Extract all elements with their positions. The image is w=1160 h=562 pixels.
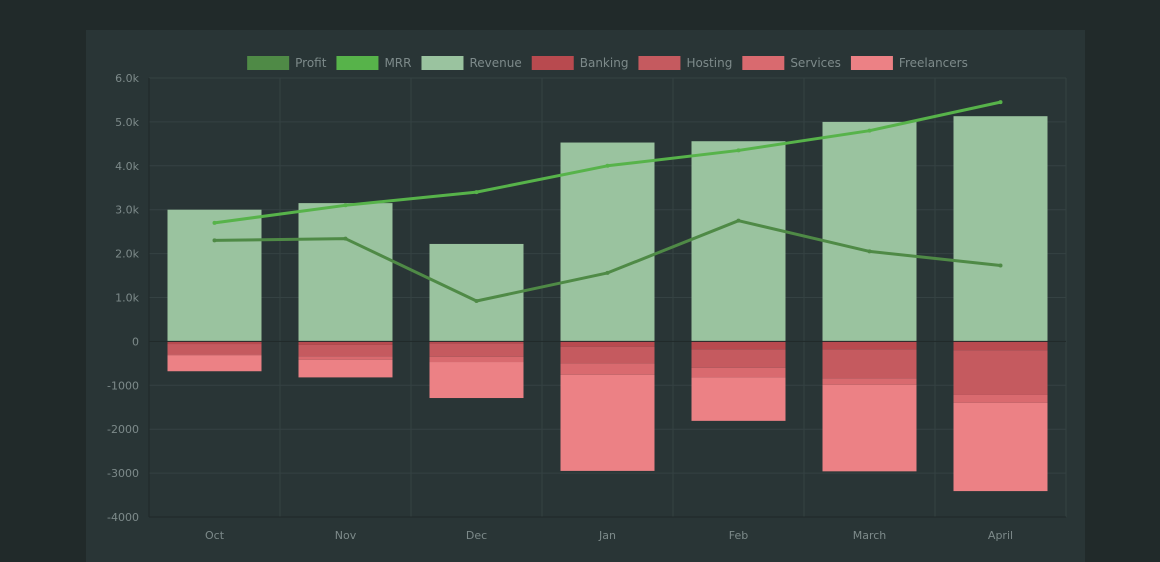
legend[interactable]: Profit MRR Revenue Banking Hosting Services Fr…	[247, 56, 968, 70]
point-mrr-april[interactable]	[998, 100, 1003, 105]
legend-swatch-profit	[247, 56, 290, 70]
bar-services-april[interactable]	[953, 394, 1048, 403]
y-tick-label: 5.0k	[115, 116, 139, 129]
x-tick-label-jan: Jan	[598, 529, 616, 542]
bar-revenue-march[interactable]	[822, 121, 917, 342]
bar-freelancers-dec[interactable]	[429, 362, 524, 399]
legend-swatch-hosting	[638, 56, 681, 70]
bars	[167, 116, 1048, 492]
bar-revenue-jan[interactable]	[560, 142, 655, 342]
bar-services-jan[interactable]	[560, 363, 655, 375]
bar-hosting-april[interactable]	[953, 350, 1048, 395]
bar-services-oct[interactable]	[167, 354, 262, 356]
y-tick-label: 4.0k	[115, 160, 139, 173]
bar-hosting-dec[interactable]	[429, 343, 524, 357]
point-profit-dec[interactable]	[474, 299, 479, 304]
bar-banking-feb[interactable]	[691, 341, 786, 350]
bar-services-march[interactable]	[822, 378, 917, 385]
bar-hosting-nov[interactable]	[298, 344, 393, 357]
legend-swatch-mrr	[336, 56, 379, 70]
bar-freelancers-feb[interactable]	[691, 377, 786, 421]
point-profit-feb[interactable]	[736, 218, 741, 223]
bar-freelancers-nov[interactable]	[298, 359, 393, 378]
bar-banking-march[interactable]	[822, 341, 917, 350]
bar-freelancers-march[interactable]	[822, 384, 917, 472]
point-mrr-feb[interactable]	[736, 148, 741, 153]
bar-revenue-oct[interactable]	[167, 209, 262, 342]
legend-swatch-banking	[531, 56, 574, 70]
y-tick-label: 6.0k	[115, 72, 139, 85]
x-tick-label-oct: Oct	[205, 529, 225, 542]
bar-banking-oct[interactable]	[167, 341, 262, 345]
bar-services-nov[interactable]	[298, 356, 393, 360]
legend-label-freelancers: Freelancers	[899, 56, 968, 70]
x-tick-label-march: March	[853, 529, 887, 542]
point-mrr-dec[interactable]	[474, 190, 479, 195]
bar-freelancers-jan[interactable]	[560, 374, 655, 471]
legend-swatch-revenue	[421, 56, 464, 70]
x-tick-label-dec: Dec	[466, 529, 487, 542]
legend-label-services: Services	[790, 56, 841, 70]
lines	[212, 100, 1003, 304]
y-tick-label: -2000	[107, 423, 139, 436]
point-profit-nov[interactable]	[343, 236, 348, 241]
bar-banking-dec[interactable]	[429, 341, 524, 344]
bar-banking-jan[interactable]	[560, 341, 655, 347]
point-profit-jan[interactable]	[605, 270, 610, 275]
legend-label-mrr: MRR	[384, 56, 411, 70]
bar-revenue-nov[interactable]	[298, 203, 393, 342]
bar-hosting-oct[interactable]	[167, 344, 262, 355]
legend-item-revenue[interactable]: Revenue	[421, 56, 522, 70]
y-tick-label: -3000	[107, 467, 139, 480]
x-tick-label-april: April	[988, 529, 1013, 542]
point-mrr-march[interactable]	[867, 128, 872, 133]
y-tick-label: 3.0k	[115, 204, 139, 217]
bar-banking-nov[interactable]	[298, 341, 393, 345]
legend-label-revenue: Revenue	[469, 56, 521, 70]
x-tick-label-nov: Nov	[335, 529, 357, 542]
bar-banking-april[interactable]	[953, 341, 1048, 351]
legend-swatch-freelancers	[850, 56, 893, 70]
y-tick-label: -4000	[107, 511, 139, 524]
point-profit-oct[interactable]	[212, 238, 217, 243]
point-profit-april[interactable]	[998, 263, 1003, 268]
point-mrr-nov[interactable]	[343, 203, 348, 208]
bar-revenue-dec[interactable]	[429, 243, 524, 342]
x-tick-label-feb: Feb	[729, 529, 748, 542]
bar-services-feb[interactable]	[691, 367, 786, 378]
bar-hosting-jan[interactable]	[560, 346, 655, 364]
legend-item-banking[interactable]: Banking	[531, 56, 629, 70]
y-tick-label: 1.0k	[115, 292, 139, 305]
y-tick-label: 2.0k	[115, 248, 139, 261]
legend-label-banking: Banking	[580, 56, 629, 70]
bar-freelancers-oct[interactable]	[167, 355, 262, 372]
point-profit-march[interactable]	[867, 249, 872, 254]
legend-item-freelancers[interactable]: Freelancers	[850, 56, 968, 70]
legend-item-mrr[interactable]: MRR	[336, 56, 411, 70]
legend-label-profit: Profit	[295, 56, 327, 70]
y-tick-label: 0	[132, 335, 139, 348]
legend-label-hosting: Hosting	[686, 56, 732, 70]
bar-revenue-feb[interactable]	[691, 141, 786, 342]
legend-swatch-services	[742, 56, 785, 70]
bar-hosting-march[interactable]	[822, 349, 917, 379]
bar-hosting-feb[interactable]	[691, 349, 786, 368]
legend-item-services[interactable]: Services	[742, 56, 841, 70]
stacked-bar-line-chart: 6.0k 5.0k 4.0k 3.0k 2.0k 1.0k 0 -1000 -2000 -3000…	[107, 56, 1067, 542]
y-tick-label: -1000	[107, 379, 139, 392]
point-mrr-oct[interactable]	[212, 220, 217, 225]
point-mrr-jan[interactable]	[605, 163, 610, 168]
chart-panel: 6.0k 5.0k 4.0k 3.0k 2.0k 1.0k 0 -1000 -2000 -3000…	[86, 30, 1085, 562]
axes: 6.0k 5.0k 4.0k 3.0k 2.0k 1.0k 0 -1000 -2000 -3000…	[107, 72, 1066, 542]
legend-item-hosting[interactable]: Hosting	[638, 56, 732, 70]
legend-item-profit[interactable]: Profit	[247, 56, 327, 70]
bar-services-dec[interactable]	[429, 356, 524, 363]
bar-freelancers-april[interactable]	[953, 402, 1048, 492]
bar-revenue-april[interactable]	[953, 116, 1048, 342]
